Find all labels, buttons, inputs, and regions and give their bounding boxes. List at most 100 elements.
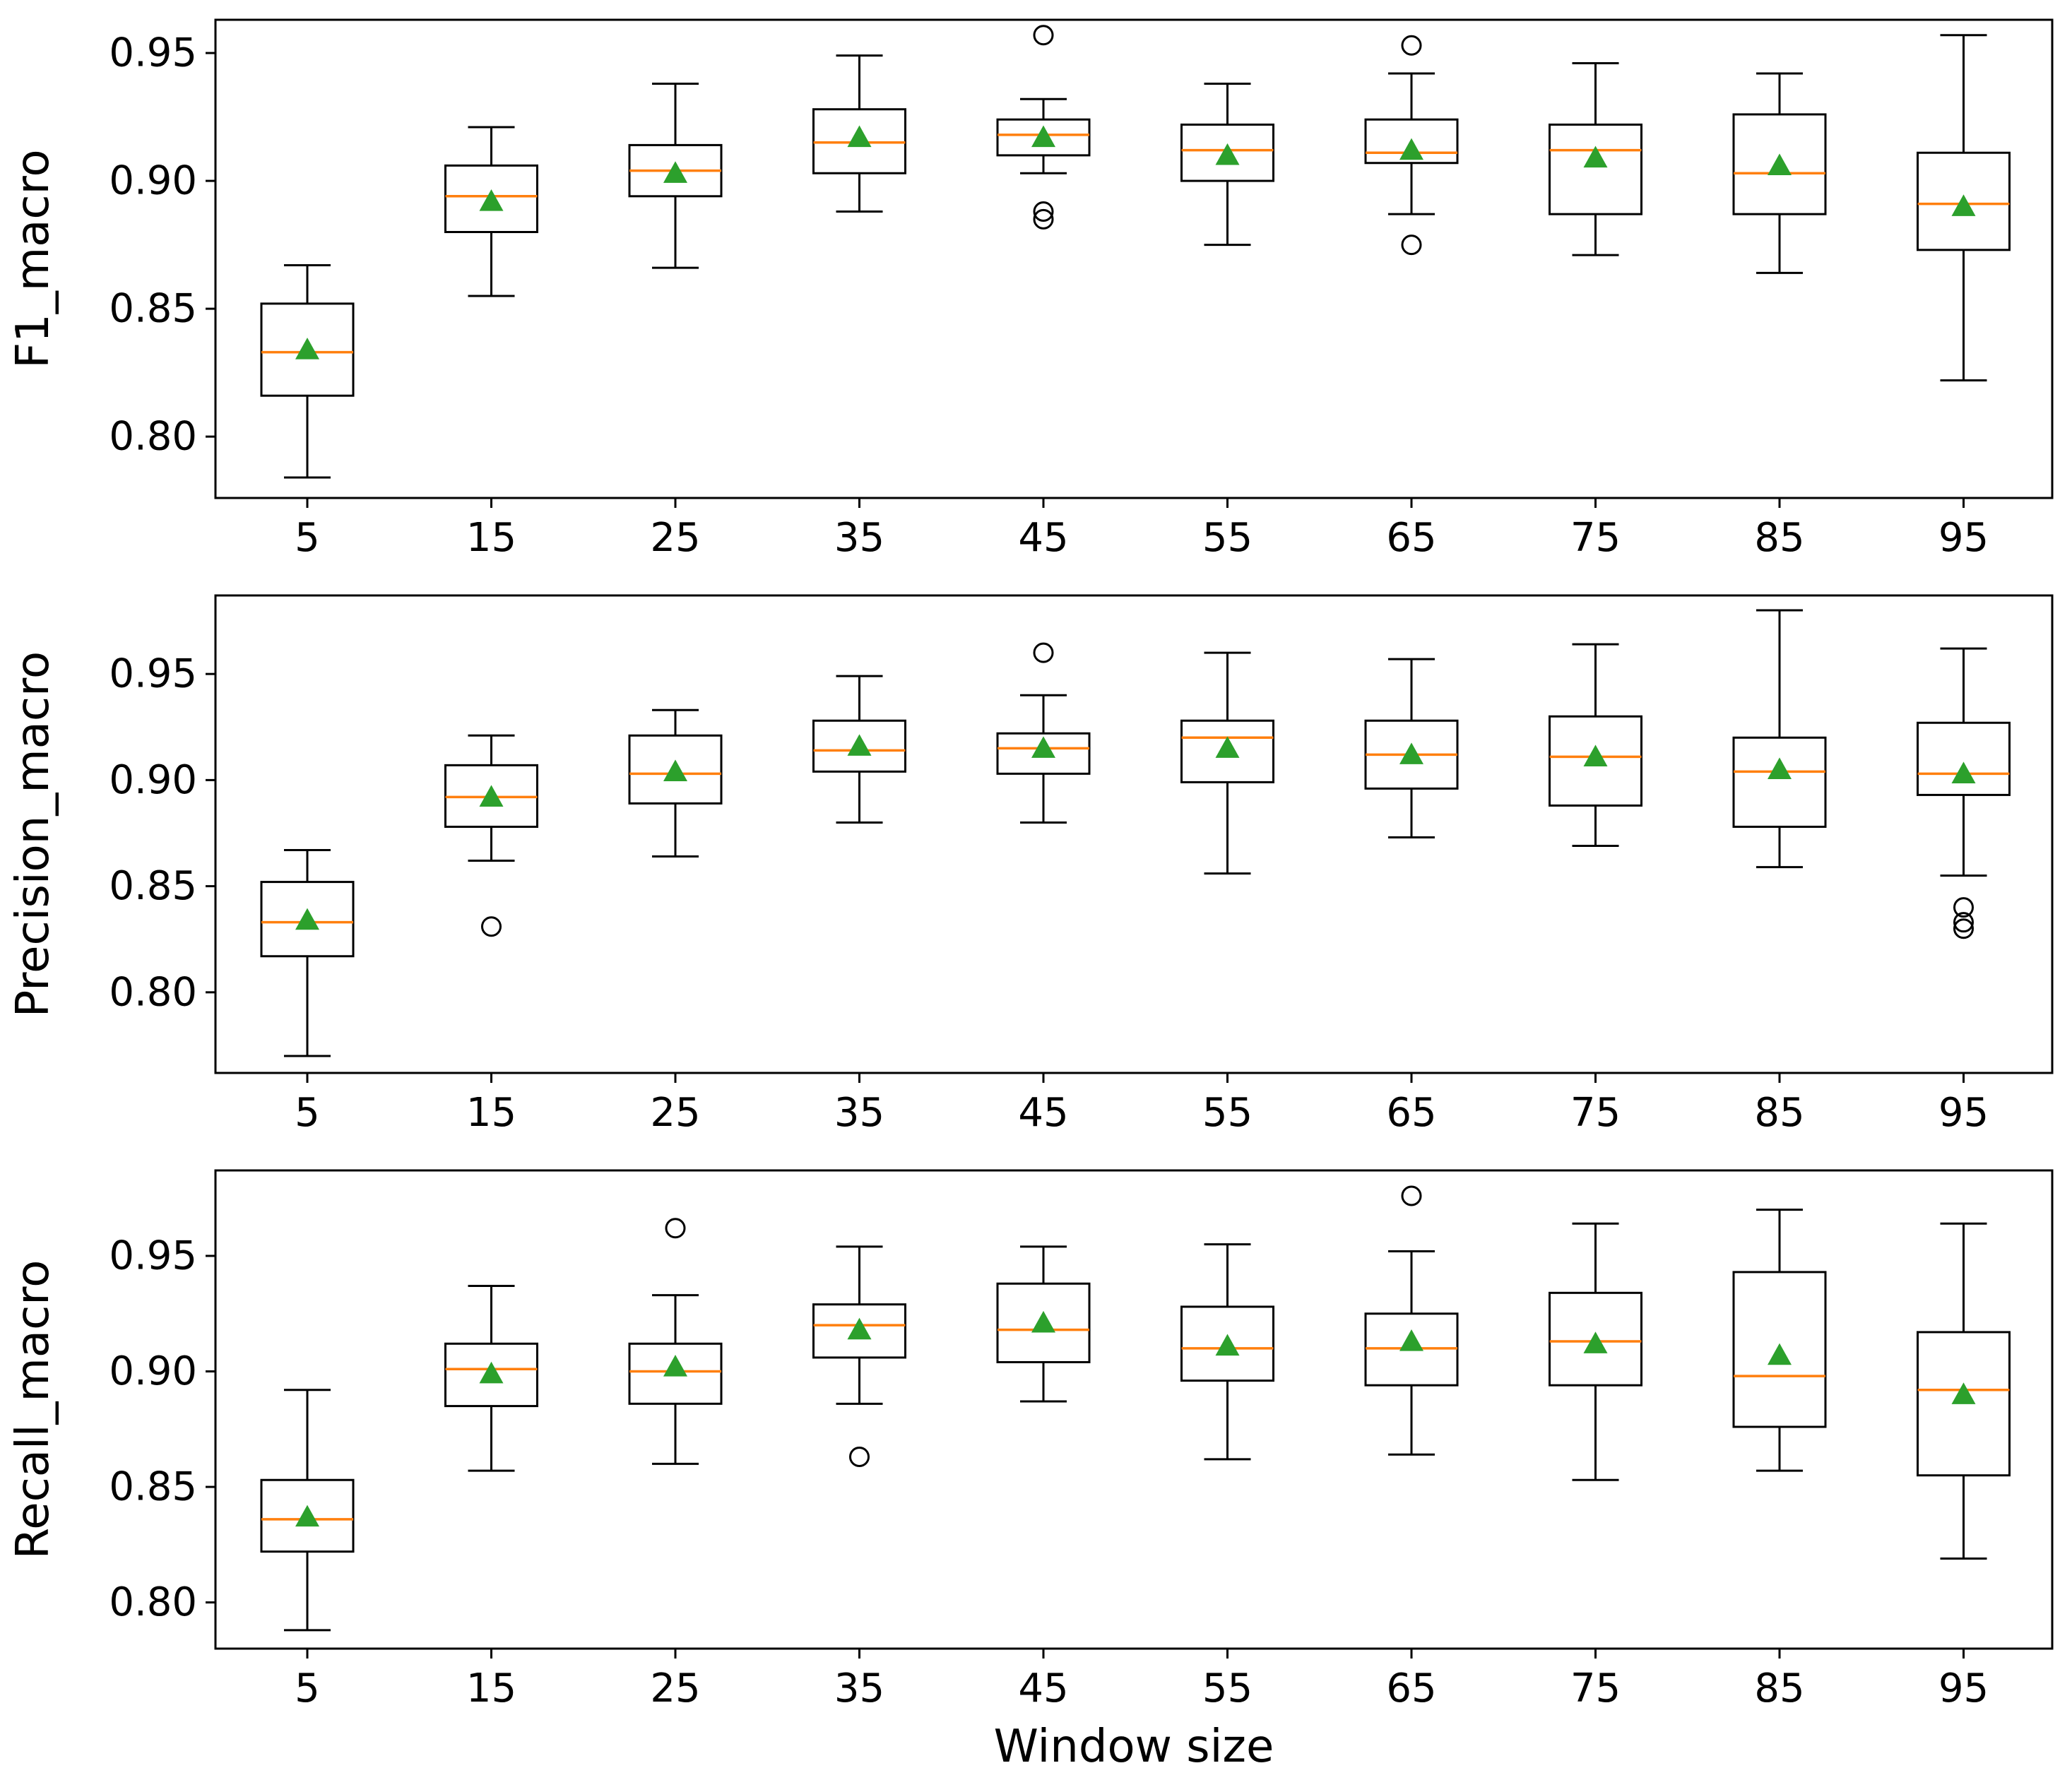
box-95 xyxy=(1917,1222,2011,1560)
iqr-box xyxy=(260,302,355,397)
x-tick-label: 75 xyxy=(1570,515,1621,561)
mean-marker xyxy=(1951,761,1976,783)
box-95 xyxy=(1917,34,2011,381)
y-axis-label: F1_macro xyxy=(7,149,59,368)
y-axis-label: Recall_macro xyxy=(7,1260,59,1560)
x-tick-label: 45 xyxy=(1018,1666,1068,1711)
iqr-box xyxy=(1180,123,1274,182)
iqr-box xyxy=(996,1282,1091,1363)
x-tick-label: 85 xyxy=(1754,515,1804,561)
box-95 xyxy=(1917,647,2011,939)
x-tick-label: 25 xyxy=(650,1666,700,1711)
y-tick-label: 0.85 xyxy=(109,1464,197,1510)
x-axis-label: Window size xyxy=(994,1721,1274,1773)
box-85 xyxy=(1732,72,1827,274)
box-45 xyxy=(996,1245,1091,1403)
mean-marker xyxy=(1215,736,1240,758)
iqr-box xyxy=(1180,719,1274,783)
x-tick-label: 65 xyxy=(1386,1090,1436,1136)
iqr-box xyxy=(1364,118,1459,165)
x-tick-label: 95 xyxy=(1938,1090,1989,1136)
mean-marker xyxy=(1399,138,1423,160)
x-tick-label: 55 xyxy=(1202,515,1253,561)
axes-frame xyxy=(214,1169,2054,1650)
box-45 xyxy=(996,25,1091,230)
x-tick-label: 85 xyxy=(1754,1090,1804,1136)
iqr-box xyxy=(1549,123,1642,215)
outlier-point xyxy=(1033,208,1054,230)
mean-marker xyxy=(1583,1331,1608,1353)
mean-marker xyxy=(1031,1310,1055,1333)
box-65 xyxy=(1364,35,1459,256)
x-tick-label: 5 xyxy=(295,1090,320,1136)
mean-marker xyxy=(847,734,872,756)
x-tick-label: 5 xyxy=(295,515,320,561)
y-tick-label: 0.95 xyxy=(109,1233,197,1279)
y-tick-label: 0.95 xyxy=(109,651,197,697)
iqr-box xyxy=(628,734,723,805)
x-tick-label: 95 xyxy=(1938,1666,1989,1711)
outlier-point xyxy=(1401,35,1422,56)
box-5 xyxy=(260,264,355,479)
iqr-box xyxy=(1917,151,2011,251)
iqr-box xyxy=(1732,736,1827,828)
mean-marker xyxy=(1768,1343,1792,1365)
iqr-box xyxy=(1917,721,2011,796)
iqr-box xyxy=(812,108,906,174)
outlier-point xyxy=(1033,25,1054,46)
x-tick-label: 75 xyxy=(1570,1666,1621,1711)
y-tick-label: 0.85 xyxy=(109,863,197,909)
box-5 xyxy=(260,849,355,1057)
mean-marker xyxy=(295,338,319,360)
box-45 xyxy=(996,642,1091,824)
mean-marker xyxy=(1583,744,1608,766)
x-tick-label: 15 xyxy=(466,515,516,561)
outlier-point xyxy=(1033,642,1054,663)
mean-marker xyxy=(295,1505,319,1527)
x-tick-label: 35 xyxy=(834,1090,884,1136)
y-tick-label: 0.85 xyxy=(109,286,197,332)
mean-marker xyxy=(663,1354,687,1377)
axes-frame xyxy=(214,594,2054,1074)
x-tick-label: 25 xyxy=(650,515,700,561)
x-tick-label: 15 xyxy=(466,1090,516,1136)
mean-marker xyxy=(663,759,687,781)
iqr-box xyxy=(1732,113,1827,215)
x-tick-label: 35 xyxy=(834,515,884,561)
x-tick-label: 45 xyxy=(1018,1090,1068,1136)
x-tick-label: 65 xyxy=(1386,1666,1436,1711)
iqr-box xyxy=(628,1342,723,1405)
mean-marker xyxy=(663,161,687,183)
mean-marker xyxy=(1399,1329,1423,1351)
iqr-box xyxy=(260,881,355,958)
panel-recall-macro: 0.80 0.85 0.90 0.95 5 15 25 35 45 55 65 75 85 95 Recal… xyxy=(7,1169,2054,1773)
x-tick-label: 15 xyxy=(466,1666,516,1711)
box-15 xyxy=(444,734,538,937)
mean-marker xyxy=(295,908,319,930)
box-65 xyxy=(1364,658,1459,839)
panel-precision-macro: 0.80 0.85 0.90 0.95 5 15 25 35 45 55 65 75 85 95 Preci… xyxy=(7,594,2054,1136)
x-tick-label: 55 xyxy=(1202,1090,1253,1136)
box-35 xyxy=(812,54,906,213)
mean-marker xyxy=(1768,153,1792,175)
y-tick-label: 0.95 xyxy=(109,30,197,76)
mean-marker xyxy=(479,189,504,211)
panel-f1-macro: 0.80 0.85 0.90 0.95 5 15 25 35 45 55 65 75 85 95 F1_ma… xyxy=(7,18,2054,561)
mean-marker xyxy=(479,785,504,807)
box-15 xyxy=(444,126,538,297)
axes-frame xyxy=(214,18,2054,499)
box-85 xyxy=(1732,1209,1827,1472)
box-15 xyxy=(444,1285,538,1472)
outlier-point xyxy=(481,916,502,937)
x-tick-label: 5 xyxy=(295,1666,320,1711)
mean-marker xyxy=(1399,742,1423,764)
iqr-box xyxy=(444,164,538,233)
outlier-point xyxy=(849,1447,870,1468)
box-75 xyxy=(1549,62,1642,256)
box-75 xyxy=(1549,643,1642,848)
box-85 xyxy=(1732,609,1827,869)
iqr-box xyxy=(1917,1331,2011,1477)
iqr-box xyxy=(1732,1271,1827,1428)
iqr-box xyxy=(1180,1305,1274,1382)
